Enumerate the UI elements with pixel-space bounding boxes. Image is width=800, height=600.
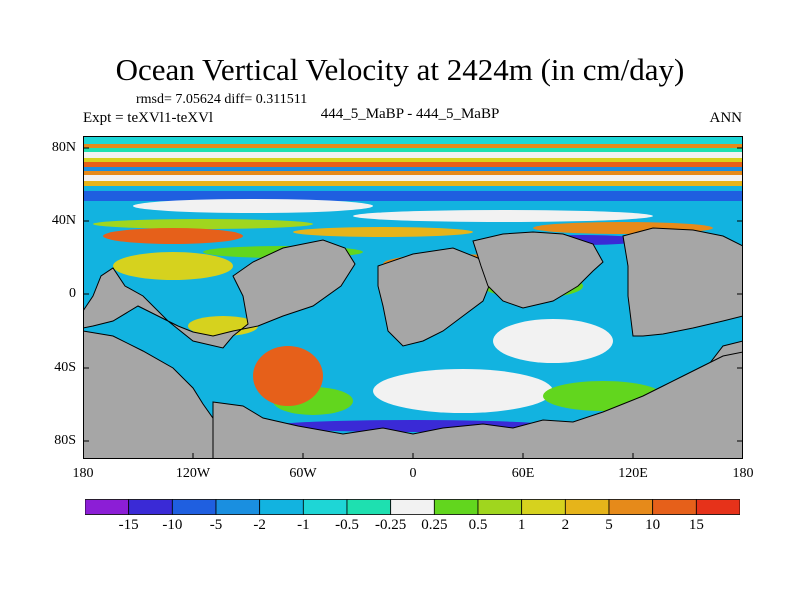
lat-tick-label: 40N <box>51 213 76 228</box>
arctic-band <box>83 181 743 186</box>
lon-tick-label: 0 <box>409 466 417 481</box>
stats-label: rmsd= 7.05624 diff= 0.311511 <box>136 92 308 107</box>
season-label: ANN <box>709 110 743 126</box>
colorbar-swatch <box>433 499 479 515</box>
colorbar-swatch <box>215 499 261 515</box>
colorbar-swatch <box>259 499 304 515</box>
land-africa <box>377 247 494 347</box>
ocean-streak <box>188 316 258 336</box>
colorbar-tick-label: -15 <box>118 517 139 533</box>
colorbar-swatch <box>85 499 130 515</box>
colorbar <box>85 499 740 515</box>
land-australia <box>622 227 743 337</box>
colorbar-tick-label: 10 <box>645 517 661 533</box>
arctic-band <box>83 136 743 144</box>
ocean-streak <box>353 210 653 222</box>
colorbar-tick-label: 0.5 <box>468 517 488 533</box>
colorbar-tick-label: 2 <box>561 517 570 533</box>
map-panel <box>83 136 743 459</box>
lat-tick-label: 80S <box>54 433 76 448</box>
lon-tick-label: 180 <box>732 466 754 481</box>
colorbar-tick-label: -0.5 <box>335 517 359 533</box>
lon-tick-label: 60E <box>511 466 535 481</box>
arctic-band <box>83 148 743 152</box>
arctic-band <box>83 162 743 167</box>
ocean-streak <box>293 227 473 237</box>
lon-tick-label: 120W <box>175 466 211 481</box>
colorbar-swatch <box>302 499 348 515</box>
colorbar-tick-label: 15 <box>688 517 704 533</box>
colorbar-tick-label: -10 <box>162 517 183 533</box>
colorbar-tick-label: -2 <box>253 517 266 533</box>
colorbar-swatch <box>695 499 740 515</box>
arctic-band <box>83 175 743 181</box>
land-north-america <box>83 239 356 349</box>
colorbar-swatch <box>390 499 435 515</box>
lat-tick-label: 80N <box>51 140 76 155</box>
ocean-streak <box>93 219 313 229</box>
arctic-band <box>83 144 743 148</box>
colorbar-swatch <box>346 499 392 515</box>
ocean-streak <box>113 252 233 280</box>
arctic-band <box>83 167 743 171</box>
colorbar-tick-label: -1 <box>297 517 310 533</box>
chart-title: Ocean Vertical Velocity at 2424m (in cm/… <box>115 52 685 87</box>
lat-tick-label: 0 <box>69 286 76 301</box>
colorbar-swatch <box>128 499 173 515</box>
land-antarctica-edge <box>212 351 743 459</box>
lon-tick-label: 60W <box>289 466 317 481</box>
experiment-label: Expt = teXVl1-teXVl <box>83 110 214 126</box>
colorbar-tick-label: 5 <box>605 517 613 533</box>
land-asia <box>472 231 604 309</box>
arctic-band <box>83 158 743 162</box>
ocean-streak <box>133 199 373 213</box>
colorbar-swatch <box>564 499 610 515</box>
lon-tick-label: 180 <box>72 466 94 481</box>
ocean-streak <box>83 191 743 201</box>
ocean-streak <box>493 319 613 363</box>
colorbar-swatch <box>608 499 654 515</box>
colorbar-tick-label: 1 <box>517 517 526 533</box>
ocean-streak <box>103 228 243 244</box>
lon-tick-label: 120E <box>618 466 648 481</box>
colorbar-tick-label: -0.25 <box>375 517 407 533</box>
colorbar-swatch <box>171 499 217 515</box>
arctic-band <box>83 171 743 175</box>
case-subtitle: 444_5_MaBP - 444_5_MaBP <box>320 106 500 122</box>
ocean-streak <box>373 369 553 413</box>
colorbar-swatch <box>521 499 566 515</box>
colorbar-swatch <box>652 499 697 515</box>
colorbar-tick-label: -5 <box>209 517 223 533</box>
ocean-streak <box>253 346 323 406</box>
arctic-band <box>83 152 743 158</box>
colorbar-swatch <box>477 499 523 515</box>
colorbar-tick-label: 0.25 <box>421 517 448 533</box>
lat-tick-label: 40S <box>54 360 76 375</box>
